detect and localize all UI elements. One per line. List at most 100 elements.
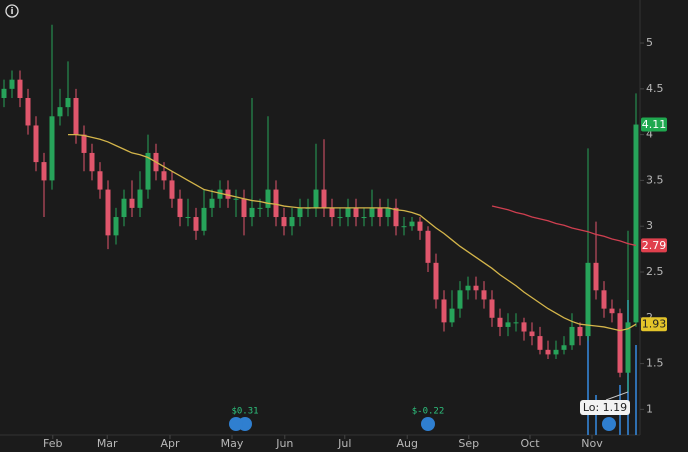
- candle-body: [105, 189, 111, 236]
- candle-body: [345, 207, 351, 218]
- candle-body: [401, 226, 407, 228]
- candle-body: [289, 217, 295, 227]
- candle-body: [465, 285, 471, 291]
- candle-body: [217, 189, 223, 199]
- price-tag-label: 2.79: [642, 239, 667, 252]
- x-tick-label: Oct: [520, 437, 540, 450]
- y-tick-label: 1: [646, 402, 653, 415]
- event-icon[interactable]: [602, 417, 616, 431]
- event-icon[interactable]: [229, 417, 243, 431]
- candle-body: [537, 336, 543, 350]
- moving-average-line: [68, 133, 637, 332]
- y-tick-label: 1.5: [646, 357, 664, 370]
- candle-body: [353, 207, 359, 218]
- price-tag: [641, 238, 667, 253]
- candle-body: [49, 116, 55, 181]
- earnings-icon[interactable]: [421, 417, 435, 431]
- candle-body: [369, 207, 375, 218]
- candle-body: [481, 290, 487, 300]
- candle-body: [169, 180, 175, 199]
- info-icon[interactable]: i: [5, 4, 19, 18]
- candle-body: [601, 290, 607, 309]
- moving-average-line: [491, 205, 637, 247]
- y-tick-label: 3.5: [646, 173, 664, 186]
- candle-body: [177, 198, 183, 218]
- x-tick-label: May: [221, 437, 244, 450]
- candle-body: [89, 152, 95, 172]
- candle-body: [25, 97, 31, 126]
- candle-body: [633, 124, 639, 323]
- earnings-label: $0.31: [231, 407, 258, 417]
- candle-body: [497, 317, 503, 327]
- candle-body: [185, 217, 191, 219]
- y-tick-label: 5: [646, 36, 653, 49]
- candle-body: [297, 207, 303, 218]
- candle-body: [393, 207, 399, 227]
- low-label: Lo: 1.19: [583, 401, 627, 414]
- candle-body: [473, 285, 479, 291]
- price-tag: [641, 117, 667, 132]
- candle-body: [513, 322, 519, 324]
- price-tag-label: 4.11: [642, 118, 667, 131]
- candle-body: [97, 171, 103, 190]
- candle-body: [113, 217, 119, 236]
- candle-body: [241, 198, 247, 218]
- candle-body: [249, 207, 255, 218]
- candle-body: [201, 207, 207, 231]
- candle-body: [273, 189, 279, 218]
- candle-body: [257, 207, 263, 209]
- x-tick-label: Jul: [337, 437, 351, 450]
- info-circle: [5, 4, 19, 18]
- low-callout-line: [605, 391, 629, 401]
- candle-body: [577, 326, 583, 337]
- candle-body: [209, 198, 215, 208]
- info-text: i: [10, 7, 13, 17]
- candle-body: [569, 326, 575, 346]
- candle-body: [81, 134, 87, 153]
- candle-body: [561, 345, 567, 350]
- x-tick-label: Aug: [396, 437, 417, 450]
- candle-body: [121, 198, 127, 218]
- candle-body: [625, 322, 631, 373]
- candle-body: [377, 207, 383, 218]
- x-tick-label: Mar: [97, 437, 118, 450]
- candle-body: [57, 107, 63, 117]
- candle-body: [17, 79, 23, 98]
- candle-body: [433, 262, 439, 300]
- candle-body: [553, 349, 559, 355]
- candle-body: [9, 79, 15, 89]
- x-tick-label: Nov: [581, 437, 603, 450]
- y-tick-label: 4.5: [646, 82, 664, 95]
- candle-body: [425, 230, 431, 263]
- x-tick-label: Feb: [43, 437, 62, 450]
- candle-body: [145, 152, 151, 190]
- y-tick-label: 4: [646, 128, 653, 141]
- candle-body: [529, 331, 535, 337]
- candle-body: [617, 313, 623, 373]
- candle-body: [73, 97, 79, 135]
- candle-body: [545, 349, 551, 355]
- price-tag: [641, 317, 667, 332]
- candle-body: [609, 308, 615, 314]
- candle-body: [361, 217, 367, 219]
- x-tick-label: Apr: [160, 437, 180, 450]
- candle-body: [137, 189, 143, 208]
- candle-body: [161, 171, 167, 181]
- candle-body: [281, 217, 287, 227]
- candle-body: [321, 189, 327, 208]
- candle-body: [65, 97, 71, 108]
- candle-body: [521, 322, 527, 332]
- candle-body: [489, 299, 495, 318]
- candle-body: [233, 198, 239, 200]
- candle-body: [1, 88, 7, 98]
- candle-body: [33, 125, 39, 163]
- candle-body: [505, 322, 511, 327]
- earnings-label: $-0.22: [412, 407, 445, 417]
- candle-body: [593, 262, 599, 291]
- low-label-box: [580, 400, 630, 415]
- candle-body: [193, 217, 199, 231]
- candle-body: [385, 207, 391, 218]
- candle-body: [265, 189, 271, 208]
